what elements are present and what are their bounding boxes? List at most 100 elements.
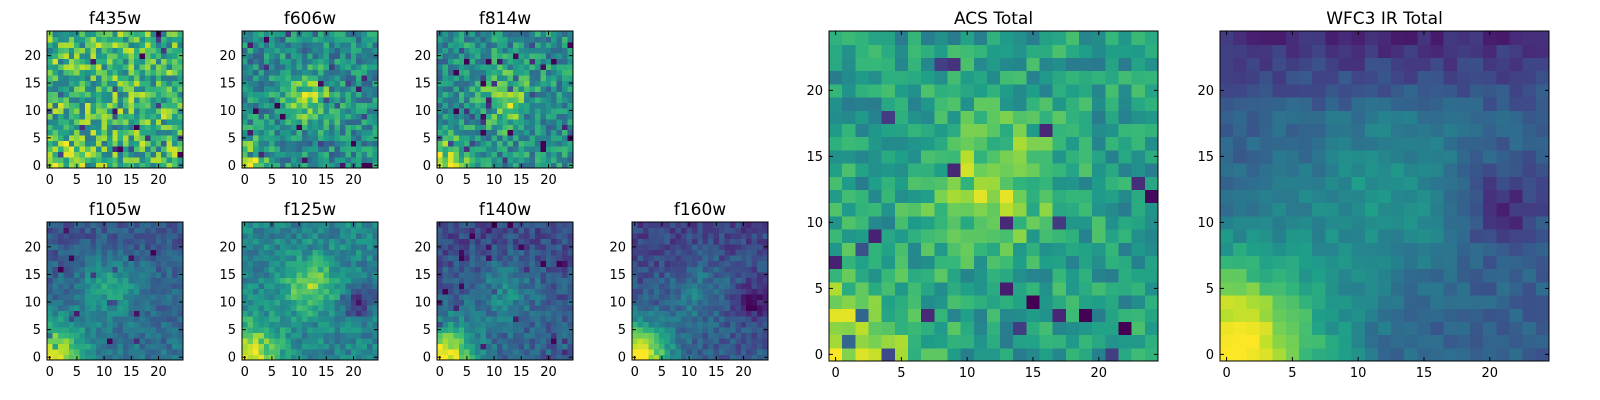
panel-title: f814w	[479, 9, 531, 29]
heatmap-cell	[653, 238, 660, 245]
heatmap-cell	[112, 222, 119, 229]
heatmap-cell	[290, 233, 297, 240]
heatmap-cell	[172, 332, 179, 339]
heatmap-cell	[79, 354, 86, 361]
heatmap-cell	[740, 255, 747, 262]
heatmap-cell	[101, 41, 108, 49]
heatmap-cell	[329, 58, 336, 65]
heatmap-cell	[529, 74, 536, 81]
heatmap-cell	[166, 31, 173, 38]
heatmap-cell	[123, 47, 130, 54]
heatmap-cell	[274, 69, 281, 76]
heatmap-cell	[502, 41, 509, 49]
heatmap-cell	[475, 140, 482, 147]
heatmap-cell	[263, 41, 270, 49]
heatmap-cell	[301, 118, 308, 125]
heatmap-cell	[68, 113, 75, 120]
heatmap-cell	[350, 63, 357, 70]
heatmap-cell	[339, 157, 346, 164]
heatmap-cell	[263, 113, 270, 120]
heatmap-cell	[68, 63, 75, 70]
heatmap-cell	[101, 299, 108, 306]
heatmap-cell	[562, 266, 569, 273]
heatmap-cell	[101, 293, 108, 300]
heatmap-cell	[534, 244, 541, 251]
heatmap-cell	[74, 293, 81, 300]
heatmap-cell	[442, 271, 449, 278]
heatmap-cell	[372, 227, 379, 234]
heatmap-cell	[296, 238, 303, 245]
heatmap-cell	[496, 157, 503, 164]
heatmap-cell	[485, 321, 492, 328]
heatmap-cell	[290, 227, 297, 234]
x-tick-label: 15	[318, 365, 335, 380]
heatmap-cell	[312, 107, 319, 114]
heatmap-cell	[345, 107, 352, 114]
heatmap-cell	[562, 63, 569, 70]
heatmap-cells	[437, 222, 574, 361]
heatmap-cell	[150, 63, 157, 70]
heatmap-cell	[540, 157, 547, 164]
heatmap-cell	[134, 332, 141, 339]
heatmap-cell	[453, 343, 460, 350]
heatmap-cell	[301, 91, 308, 98]
heatmap-cell	[101, 337, 108, 345]
heatmap-cell	[502, 288, 509, 295]
heatmap-cell	[485, 249, 492, 256]
heatmap-cell	[648, 271, 655, 278]
heatmap-cell	[524, 63, 531, 70]
heatmap-cell	[855, 295, 870, 309]
heatmap-cell	[524, 107, 531, 114]
heatmap-cell	[680, 249, 687, 256]
heatmap-cell	[653, 255, 660, 262]
heatmap-cell	[746, 293, 753, 300]
heatmap-cell	[177, 140, 184, 147]
heatmap-cell	[960, 242, 975, 256]
heatmap-cell	[128, 151, 135, 158]
heatmap-cell	[475, 332, 482, 339]
heatmap-cell	[648, 266, 655, 273]
heatmap-cell	[567, 113, 574, 120]
heatmap-cell	[242, 343, 249, 350]
heatmap-cell	[556, 58, 563, 65]
heatmap-cell	[106, 343, 113, 350]
heatmap-cell	[85, 41, 92, 49]
heatmap-cell	[545, 118, 552, 125]
heatmap-cell	[551, 271, 558, 278]
heatmap-cell	[285, 102, 292, 109]
heatmap-cell	[280, 140, 287, 147]
heatmap-cell	[274, 80, 281, 87]
heatmap-cell	[545, 135, 552, 142]
heatmap-cell	[57, 299, 64, 306]
heatmap-cell	[513, 63, 520, 70]
heatmap-cell	[63, 288, 70, 295]
heatmap-cell	[447, 63, 454, 70]
heatmap-cell	[562, 80, 569, 87]
heatmap-cell	[329, 140, 336, 147]
heatmap-cell	[329, 249, 336, 256]
heatmap-cell	[52, 129, 59, 136]
heatmap-cell	[372, 255, 379, 262]
heatmap-cell	[642, 348, 649, 356]
heatmap-cell	[307, 91, 314, 98]
heatmap-cell	[534, 91, 541, 98]
heatmap-cell	[85, 238, 92, 245]
heatmap-cell	[496, 222, 503, 229]
heatmap-cell	[52, 96, 59, 103]
heatmap-cell	[112, 135, 119, 142]
heatmap-cell	[274, 244, 281, 251]
heatmap-cell	[567, 124, 574, 131]
heatmap-cell	[139, 63, 146, 70]
heatmap-cell	[57, 354, 64, 361]
heatmap-cell	[921, 149, 935, 164]
heatmap-cell	[556, 157, 563, 164]
heatmap-cell	[123, 74, 130, 81]
heatmap-cell	[301, 299, 308, 306]
heatmap-cell	[729, 238, 736, 245]
heatmap-cell	[139, 41, 146, 49]
heatmap-cell	[85, 260, 92, 267]
heatmap-cell	[469, 124, 476, 131]
heatmap-cell	[751, 282, 758, 289]
heatmap-cell	[540, 310, 547, 317]
heatmap-cell	[155, 129, 162, 136]
